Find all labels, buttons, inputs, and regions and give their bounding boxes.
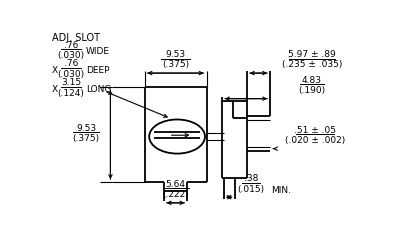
Text: 9.53: 9.53 [76,124,96,133]
Text: X: X [52,85,58,94]
Text: MIN.: MIN. [271,186,291,195]
Text: 9.53: 9.53 [166,50,186,59]
Text: 4.83: 4.83 [302,76,322,85]
Text: 5.64: 5.64 [166,180,186,189]
Text: ADJ. SLOT: ADJ. SLOT [52,33,100,43]
Text: DEEP: DEEP [86,66,109,75]
Text: (.222): (.222) [162,190,189,199]
Text: WIDE: WIDE [86,47,110,56]
Text: 3.15: 3.15 [61,78,81,87]
Text: .51 ± .05: .51 ± .05 [294,126,336,135]
Text: (.124): (.124) [58,89,84,98]
Text: (.235 ± .035): (.235 ± .035) [282,61,342,69]
Text: (.375): (.375) [162,61,189,69]
Text: (.015): (.015) [237,184,264,194]
Text: 5.97 ± .89: 5.97 ± .89 [288,50,336,59]
Text: (.020 ± .002): (.020 ± .002) [285,136,345,145]
Text: (.030): (.030) [58,51,85,60]
Text: (.030): (.030) [58,70,85,79]
Text: .38: .38 [244,174,258,183]
Text: .76: .76 [64,41,78,49]
Text: (.190): (.190) [298,86,326,95]
Text: .76: .76 [64,60,78,68]
Text: X: X [52,66,58,75]
Text: (.375): (.375) [73,134,100,143]
Text: LONG: LONG [86,85,111,94]
